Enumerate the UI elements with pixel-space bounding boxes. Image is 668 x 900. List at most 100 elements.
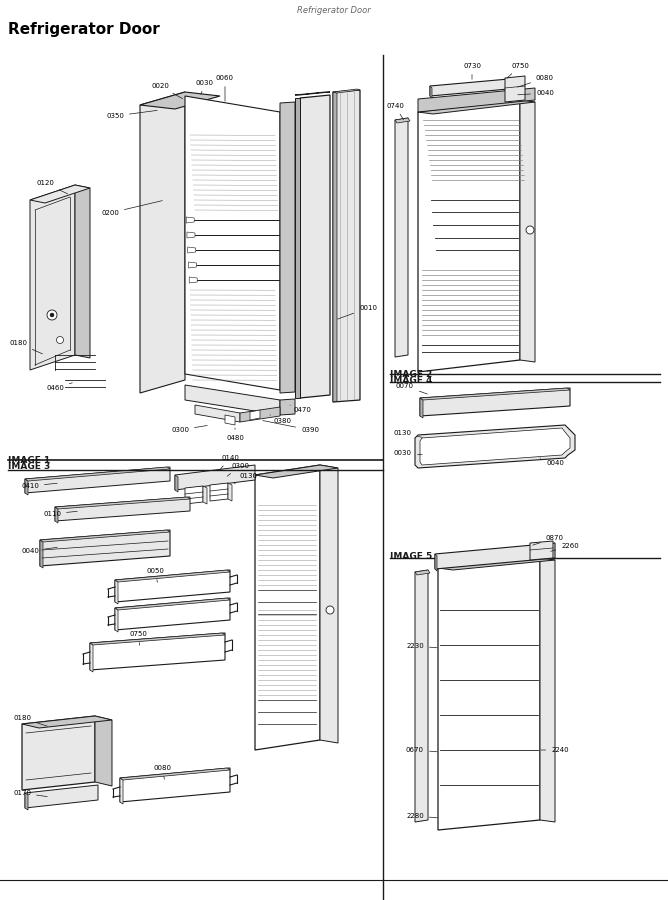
Polygon shape [30,185,75,370]
Circle shape [326,606,334,614]
Polygon shape [415,425,575,468]
Polygon shape [283,277,291,283]
Polygon shape [25,793,28,810]
Text: 0180: 0180 [13,715,47,726]
Polygon shape [240,407,280,422]
Polygon shape [418,100,535,114]
Polygon shape [22,716,112,728]
Text: 0470: 0470 [290,405,311,413]
Polygon shape [435,543,555,569]
Text: 0300: 0300 [171,426,207,433]
Polygon shape [281,217,289,223]
Text: 0040: 0040 [518,90,554,96]
Polygon shape [203,486,207,504]
Polygon shape [115,570,230,602]
Text: 2240: 2240 [541,747,569,753]
Polygon shape [320,465,338,743]
Polygon shape [120,778,123,804]
Text: 0350: 0350 [106,111,157,119]
Text: 0460: 0460 [46,382,72,391]
Polygon shape [250,410,260,420]
Polygon shape [540,558,555,822]
Polygon shape [188,262,196,268]
Polygon shape [435,554,437,571]
Polygon shape [420,388,570,400]
Polygon shape [22,716,95,790]
Text: 0180: 0180 [9,340,43,354]
Polygon shape [115,580,118,604]
Text: 0130: 0130 [234,473,257,483]
Polygon shape [25,479,28,495]
Polygon shape [140,92,185,393]
Polygon shape [185,385,280,415]
Text: 0140: 0140 [220,455,239,470]
Text: 2260: 2260 [550,543,579,552]
Polygon shape [115,598,230,630]
Polygon shape [210,483,228,501]
Polygon shape [430,86,432,98]
Text: 0740: 0740 [386,103,404,120]
Text: 0060: 0060 [216,75,234,101]
Polygon shape [395,118,408,357]
Text: 0410: 0410 [21,483,57,489]
Text: 0010: 0010 [337,305,377,319]
Text: 0020: 0020 [151,83,182,99]
Polygon shape [430,78,520,96]
Polygon shape [25,467,170,481]
Text: 0300: 0300 [227,463,249,476]
Polygon shape [120,768,230,802]
Circle shape [50,313,54,317]
Polygon shape [283,262,291,268]
Text: 2230: 2230 [406,643,438,649]
Text: 0070: 0070 [396,383,428,394]
Polygon shape [55,507,58,523]
Text: 0110: 0110 [43,511,77,517]
Text: 0120: 0120 [36,180,67,194]
Polygon shape [30,185,90,203]
Circle shape [57,337,63,344]
Polygon shape [90,633,225,645]
Polygon shape [333,89,360,93]
Text: 0200: 0200 [101,201,162,216]
Polygon shape [438,558,540,830]
Polygon shape [40,530,170,542]
Polygon shape [95,716,112,786]
Polygon shape [175,465,255,490]
Polygon shape [185,96,280,390]
Polygon shape [187,232,195,238]
Polygon shape [90,633,225,670]
Text: Refrigerator Door: Refrigerator Door [297,6,371,15]
Text: 0750: 0750 [507,63,529,78]
Circle shape [526,226,534,234]
Polygon shape [295,98,300,398]
Polygon shape [418,100,520,372]
Polygon shape [25,467,170,493]
Polygon shape [25,785,98,808]
Polygon shape [189,277,197,283]
Text: 0390: 0390 [263,420,319,433]
Polygon shape [75,185,90,358]
Polygon shape [115,570,230,582]
Text: 0130: 0130 [394,430,422,437]
Polygon shape [185,486,203,504]
Text: 0750: 0750 [129,631,147,645]
Polygon shape [140,92,220,109]
Polygon shape [295,92,330,95]
Polygon shape [333,92,337,402]
Polygon shape [40,540,43,568]
Circle shape [47,310,57,320]
Text: 0080: 0080 [518,75,554,87]
Text: 0030: 0030 [196,80,214,94]
Polygon shape [438,558,555,570]
Polygon shape [505,76,525,102]
Polygon shape [281,232,289,238]
Polygon shape [188,247,196,253]
Polygon shape [282,247,290,253]
Text: 0040: 0040 [21,547,57,554]
Text: 0870: 0870 [532,535,564,545]
Text: 2280: 2280 [406,813,438,819]
Polygon shape [420,398,423,418]
Text: Refrigerator Door: Refrigerator Door [8,22,160,37]
Polygon shape [225,415,235,425]
Polygon shape [420,428,570,465]
